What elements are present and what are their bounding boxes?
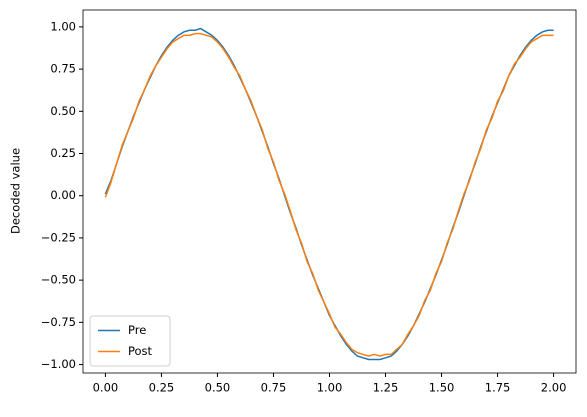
y-tick-label: 0.50: [50, 104, 76, 118]
x-tick-label: 0.75: [261, 381, 287, 395]
y-tick-label: 0.25: [50, 146, 76, 160]
y-tick-label: −0.25: [41, 230, 76, 244]
x-tick-label: 0.00: [93, 381, 119, 395]
plot-frame: [82, 9, 577, 374]
x-tick-label: 0.25: [149, 381, 175, 395]
y-tick-label: 1.00: [50, 19, 76, 33]
x-tick-label: 1.00: [317, 381, 343, 395]
legend-label: Pre: [128, 323, 146, 337]
legend-box: [89, 315, 171, 367]
y-tick-label: −0.75: [41, 315, 76, 329]
x-tick-label: 1.75: [485, 381, 511, 395]
x-tick-label: 1.50: [429, 381, 455, 395]
line-series: [104, 27, 554, 361]
y-axis-label: Decoded value: [9, 148, 23, 234]
line-series: [104, 32, 554, 357]
y-tick-label: 0.75: [50, 62, 76, 76]
x-tick-label: 1.25: [373, 381, 399, 395]
legend-label: Post: [128, 344, 153, 358]
y-tick-label: 0.00: [50, 188, 76, 202]
x-tick-label: 0.50: [205, 381, 231, 395]
y-tick-label: −1.00: [41, 357, 76, 371]
x-tick-label: 2.00: [541, 381, 567, 395]
y-tick-label: −0.50: [41, 273, 76, 287]
